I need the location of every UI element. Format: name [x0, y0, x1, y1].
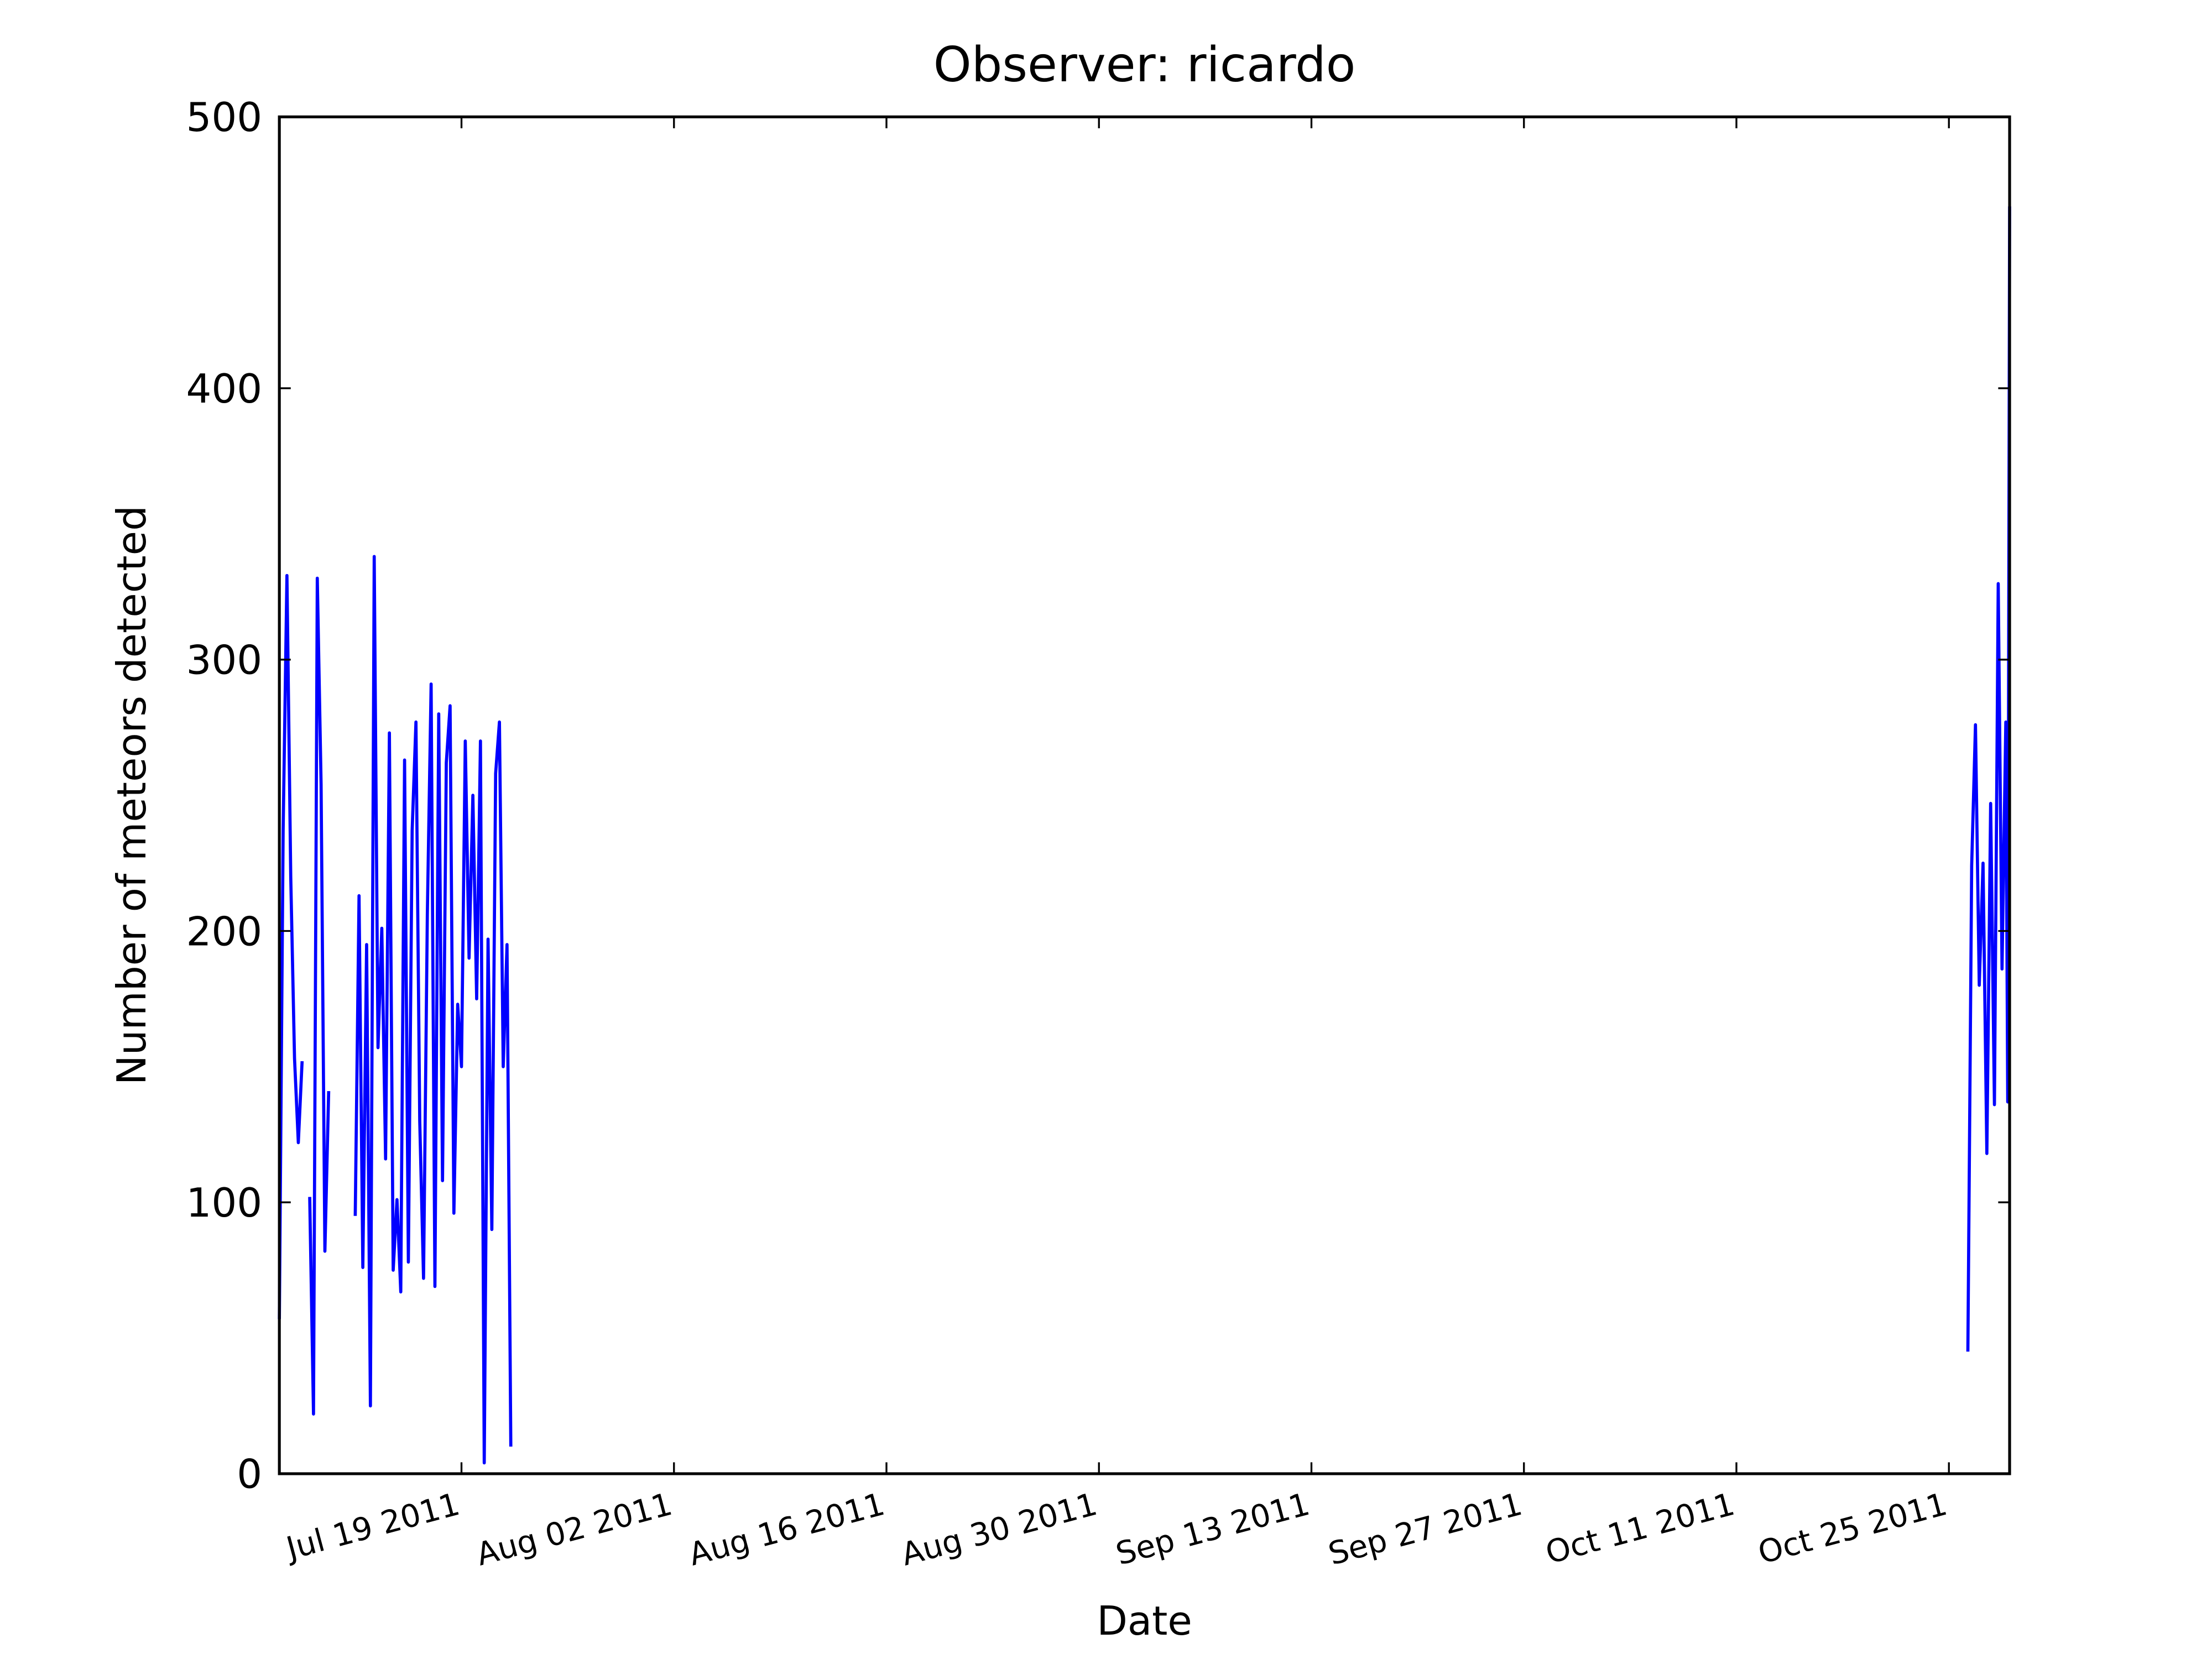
y-axis-label: Number of meteors detected [109, 505, 155, 1085]
chart-title: Observer: ricardo [933, 36, 1356, 93]
x-axis-label: Date [1097, 1598, 1192, 1645]
y-tick-label: 100 [186, 1180, 262, 1227]
data-line [278, 206, 2011, 1465]
y-tick-label: 300 [186, 638, 262, 684]
y-tick-label: 0 [237, 1452, 262, 1498]
y-tick-label: 200 [186, 909, 262, 955]
y-tick-label: 400 [186, 366, 262, 413]
y-tick-label: 500 [186, 95, 262, 141]
plot-frame [278, 115, 2011, 1475]
